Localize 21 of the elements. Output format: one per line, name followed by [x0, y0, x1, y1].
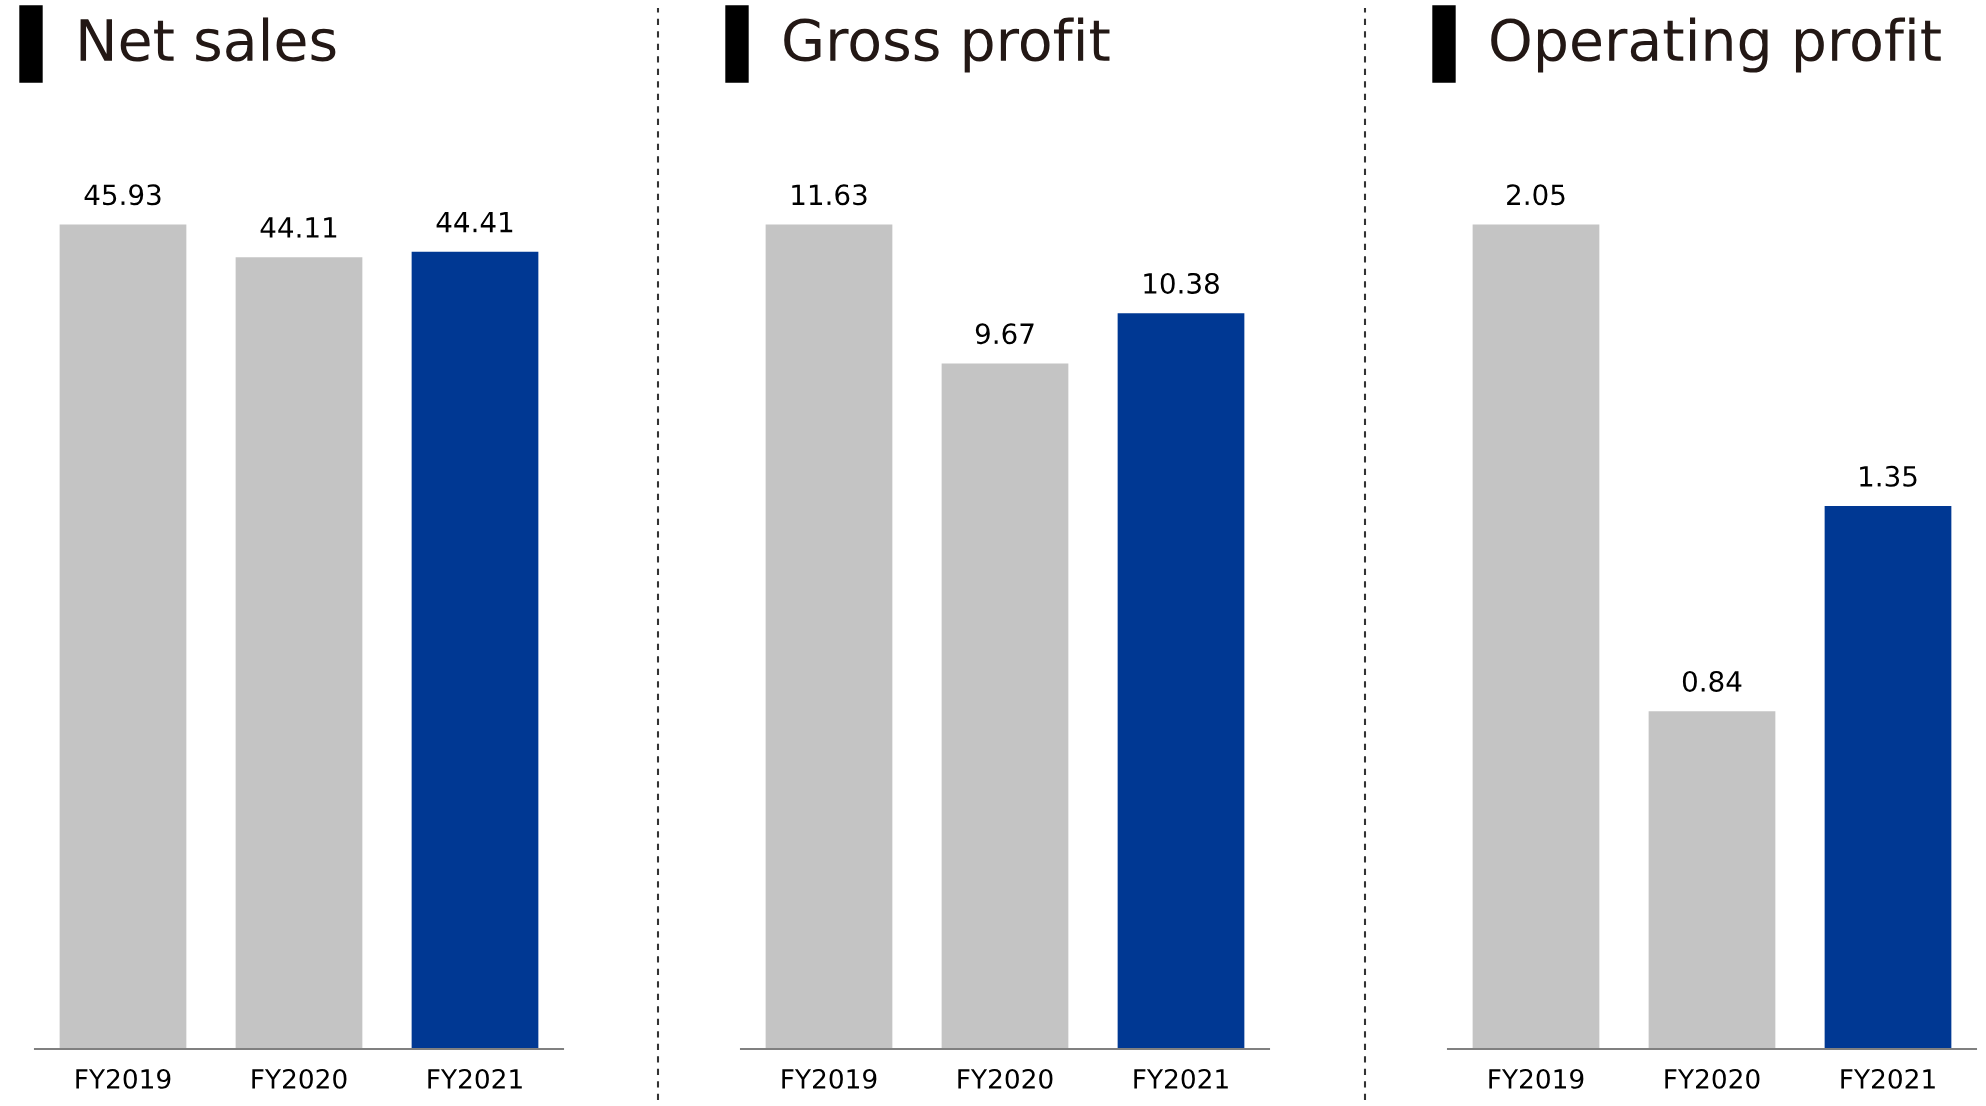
x-tick-label: FY2019	[782, 1068, 877, 1089]
x-tick-label: FY2021	[1134, 1068, 1228, 1089]
data-label: 2.05	[1507, 184, 1565, 206]
x-tick-label: FY2019	[76, 1068, 171, 1089]
data-label: 1.35	[1860, 465, 1917, 487]
data-label: 45.93	[84, 184, 161, 206]
data-label: 44.11	[260, 217, 337, 238]
chart-title: Operating profit	[1491, 17, 1941, 73]
x-tick-label: FY2020	[1665, 1068, 1760, 1089]
data-label: 10.38	[1144, 272, 1219, 294]
chart-title: Net sales	[80, 17, 336, 62]
chart-title: Gross profit	[784, 17, 1110, 73]
x-tick-label: FY2019	[1489, 1068, 1584, 1089]
x-tick-label: FY2020	[958, 1068, 1053, 1089]
x-tick-label: FY2020	[252, 1068, 347, 1089]
data-label: 9.67	[975, 323, 1034, 345]
data-label: 11.63	[792, 184, 867, 206]
x-tick-label: FY2021	[1841, 1068, 1935, 1089]
x-tick-label: FY2021	[428, 1068, 522, 1089]
data-label: 0.84	[1682, 670, 1742, 692]
data-label: 44.41	[436, 211, 513, 233]
